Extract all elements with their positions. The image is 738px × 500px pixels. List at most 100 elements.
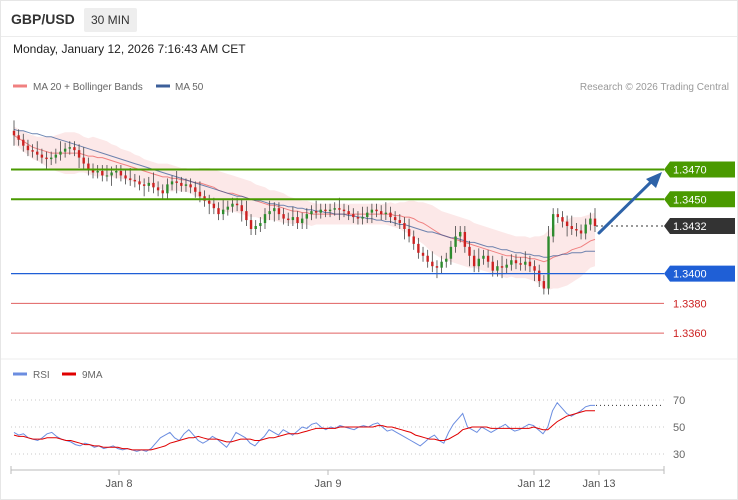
level-label: 1.3432 xyxy=(673,221,707,233)
copyright-text: Research © 2026 Trading Central xyxy=(580,82,729,93)
level-support: 1.3380 xyxy=(11,298,707,310)
x-tick-label: Jan 12 xyxy=(517,478,550,490)
candle-body xyxy=(366,212,369,218)
candle xyxy=(384,202,388,221)
candle xyxy=(514,254,518,270)
candle-body xyxy=(17,135,20,140)
candle xyxy=(26,139,30,157)
candle xyxy=(440,255,443,274)
candle xyxy=(361,206,364,225)
candle xyxy=(45,151,48,170)
candle xyxy=(156,181,160,197)
candle-body xyxy=(68,147,71,149)
rsi-legend-label: RSI xyxy=(33,370,50,381)
timeframe-badge[interactable]: 30 MIN xyxy=(84,8,137,32)
candle-body xyxy=(12,130,16,136)
candle-body xyxy=(156,187,160,191)
candle-body xyxy=(101,170,104,176)
rsi-panel: 70 50 30 xyxy=(11,395,685,461)
candle xyxy=(347,205,350,221)
candle xyxy=(189,178,192,194)
candle-body xyxy=(129,178,132,180)
candle xyxy=(328,203,332,218)
candle-body xyxy=(105,175,109,177)
x-tick-label: Jan 8 xyxy=(106,478,133,490)
candle xyxy=(472,249,476,273)
level-label: 1.3450 xyxy=(673,194,707,206)
candle xyxy=(565,215,569,237)
candle-body xyxy=(249,220,253,229)
candle xyxy=(273,202,276,222)
candle xyxy=(17,129,20,146)
candle-body xyxy=(454,236,457,247)
candle-body xyxy=(575,229,578,231)
candle xyxy=(240,199,243,222)
candle xyxy=(40,148,44,164)
candle xyxy=(91,163,95,179)
candle xyxy=(542,275,546,295)
candle xyxy=(417,237,420,259)
candle xyxy=(249,214,253,235)
forecast-arrow-head xyxy=(646,172,662,188)
candle xyxy=(579,224,583,240)
level-resistance: 1.3450 xyxy=(11,191,735,208)
candle xyxy=(468,240,471,267)
candle xyxy=(226,200,230,216)
candle xyxy=(398,214,401,229)
candle-body xyxy=(235,203,239,206)
candle xyxy=(356,211,360,225)
candle-body xyxy=(152,182,155,188)
candle-body xyxy=(352,214,355,218)
level-support: 1.3360 xyxy=(11,328,707,340)
candle-body xyxy=(63,148,67,152)
candle-body xyxy=(491,261,494,271)
candle xyxy=(82,147,85,170)
candle xyxy=(575,223,578,237)
candle xyxy=(170,175,174,191)
moving-average-layer xyxy=(13,128,596,263)
candle-body xyxy=(110,172,113,176)
candle xyxy=(524,251,527,271)
candle-body xyxy=(240,205,243,212)
candle-body xyxy=(440,261,443,268)
candle xyxy=(584,218,587,240)
candle-body xyxy=(477,258,480,267)
candle xyxy=(282,208,285,225)
candle xyxy=(454,226,457,253)
candle-body xyxy=(472,255,476,267)
candle xyxy=(115,165,118,179)
level-resistance: 1.3470 xyxy=(11,161,735,178)
candle-body xyxy=(486,255,490,262)
candle xyxy=(59,141,62,161)
candle-body xyxy=(333,208,336,210)
candle xyxy=(184,178,188,192)
candle xyxy=(570,215,573,235)
level-label: 1.3380 xyxy=(673,298,707,310)
candle xyxy=(221,199,225,221)
timestamp: Monday, January 12, 2026 7:16:43 AM CET xyxy=(13,42,246,56)
candle xyxy=(593,208,597,232)
price-levels-layer: 1.3470 1.3450 1.3432 1.3400 1.3380 1.3360 xyxy=(11,161,735,340)
candle-body xyxy=(77,150,81,158)
candle-body xyxy=(584,224,587,234)
candle xyxy=(300,212,304,229)
candle-body xyxy=(268,211,271,215)
candle xyxy=(407,218,411,243)
candle xyxy=(36,141,39,161)
rsi-tick-label: 30 xyxy=(673,449,685,461)
candle xyxy=(449,240,453,265)
candle xyxy=(519,257,522,271)
candle-body xyxy=(449,246,453,259)
level-label: 1.3470 xyxy=(673,165,707,177)
rsi-tick-label: 70 xyxy=(673,395,685,407)
candle xyxy=(528,255,532,273)
candle xyxy=(370,203,374,224)
candle xyxy=(77,144,81,169)
candle-body xyxy=(538,270,541,282)
candle-body xyxy=(338,208,341,210)
candle xyxy=(259,217,262,232)
candle xyxy=(338,197,341,221)
candle xyxy=(463,226,467,253)
candle-body xyxy=(22,139,25,146)
candle-body xyxy=(417,243,420,253)
